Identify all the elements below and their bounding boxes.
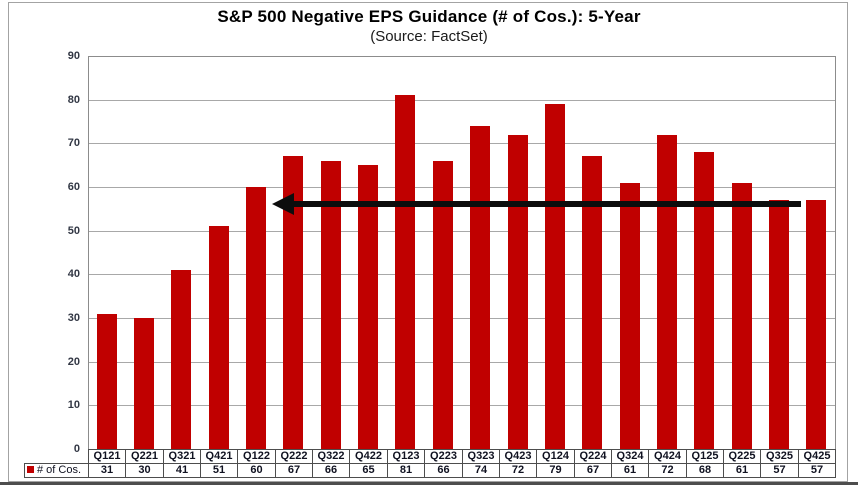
bar-q123 <box>395 95 415 450</box>
bar-q225 <box>732 183 752 450</box>
quarter-label-cell: Q222 <box>275 449 313 464</box>
bar-q221 <box>134 318 154 450</box>
quarter-label-cell: Q224 <box>574 449 612 464</box>
quarter-label-cell: Q125 <box>686 449 724 464</box>
legend-label: # of Cos. <box>37 464 82 476</box>
y-axis-label: 20 <box>67 356 80 368</box>
bar-q321 <box>171 270 191 450</box>
bottom-edge <box>0 482 858 485</box>
gridline <box>88 143 835 144</box>
gridline <box>88 362 835 363</box>
bar-q125 <box>694 152 714 450</box>
y-axis-label: 40 <box>67 268 80 280</box>
gridline <box>88 318 835 319</box>
quarter-label-cell: Q121 <box>88 449 126 464</box>
legend-swatch <box>27 466 34 473</box>
quarter-label-cell: Q122 <box>237 449 276 464</box>
value-cell: 30 <box>125 463 164 478</box>
y-axis-label: 30 <box>67 312 80 324</box>
gridline <box>88 405 835 406</box>
gridline <box>88 100 835 101</box>
bar-q422 <box>358 165 378 450</box>
gridline <box>88 274 835 275</box>
value-cell: 81 <box>387 463 425 478</box>
gridline <box>88 187 835 188</box>
y-axis-label: 80 <box>67 94 80 106</box>
value-cell: 61 <box>723 463 761 478</box>
quarter-label-cell: Q422 <box>349 449 388 464</box>
chart-outer-border <box>8 2 848 482</box>
plot-left-border <box>88 56 89 449</box>
y-axis-label: 70 <box>67 137 80 149</box>
value-cell: 51 <box>200 463 238 478</box>
value-cell: 72 <box>648 463 687 478</box>
bar-q325 <box>769 200 789 450</box>
y-axis-label: 90 <box>67 50 80 62</box>
gridline <box>88 56 835 57</box>
value-cell: 57 <box>798 463 836 478</box>
plot-right-border <box>835 56 836 449</box>
quarter-label-cell: Q421 <box>200 449 238 464</box>
quarter-label-cell: Q424 <box>648 449 687 464</box>
quarter-label-cell: Q123 <box>387 449 425 464</box>
quarter-label-cell: Q325 <box>760 449 799 464</box>
chart-title: S&P 500 Negative EPS Guidance (# of Cos.… <box>217 7 641 26</box>
value-cell: 67 <box>275 463 313 478</box>
legend-cell: # of Cos. <box>24 463 89 478</box>
value-cell: 65 <box>349 463 388 478</box>
bar-q222 <box>283 156 303 450</box>
value-cell: 79 <box>536 463 575 478</box>
quarter-label-cell: Q425 <box>798 449 836 464</box>
value-cell: 41 <box>163 463 201 478</box>
value-cell: 74 <box>462 463 500 478</box>
value-cell: 61 <box>611 463 649 478</box>
bar-q124 <box>545 104 565 450</box>
value-cell: 31 <box>88 463 126 478</box>
quarter-label-cell: Q223 <box>424 449 463 464</box>
value-cell: 60 <box>237 463 276 478</box>
bar-q324 <box>620 183 640 450</box>
bar-q122 <box>246 187 266 450</box>
value-cell: 72 <box>499 463 537 478</box>
bar-q421 <box>209 226 229 450</box>
chart-subtitle: (Source: FactSet) <box>370 28 488 45</box>
y-axis-label: 10 <box>67 399 80 411</box>
quarter-label-cell: Q423 <box>499 449 537 464</box>
gridline <box>88 231 835 232</box>
quarter-label-cell: Q324 <box>611 449 649 464</box>
bar-q121 <box>97 314 117 450</box>
value-cell: 68 <box>686 463 724 478</box>
bar-q424 <box>657 135 677 450</box>
bar-q224 <box>582 156 602 450</box>
bar-q323 <box>470 126 490 450</box>
arrow-shaft <box>292 201 801 207</box>
value-cell: 57 <box>760 463 799 478</box>
quarter-label-cell: Q323 <box>462 449 500 464</box>
quarter-label-cell: Q124 <box>536 449 575 464</box>
quarter-label-cell: Q225 <box>723 449 761 464</box>
quarter-label-cell: Q221 <box>125 449 164 464</box>
value-cell: 66 <box>424 463 463 478</box>
quarter-label-cell: Q322 <box>312 449 350 464</box>
y-axis-label: 60 <box>67 181 80 193</box>
bar-q223 <box>433 161 453 450</box>
arrow-head <box>272 193 294 215</box>
quarter-label-cell: Q321 <box>163 449 201 464</box>
bar-q423 <box>508 135 528 450</box>
value-cell: 67 <box>574 463 612 478</box>
bar-q425 <box>806 200 826 450</box>
value-cell: 66 <box>312 463 350 478</box>
bar-q322 <box>321 161 341 450</box>
y-axis-label: 0 <box>73 443 80 455</box>
y-axis-label: 50 <box>67 225 80 237</box>
